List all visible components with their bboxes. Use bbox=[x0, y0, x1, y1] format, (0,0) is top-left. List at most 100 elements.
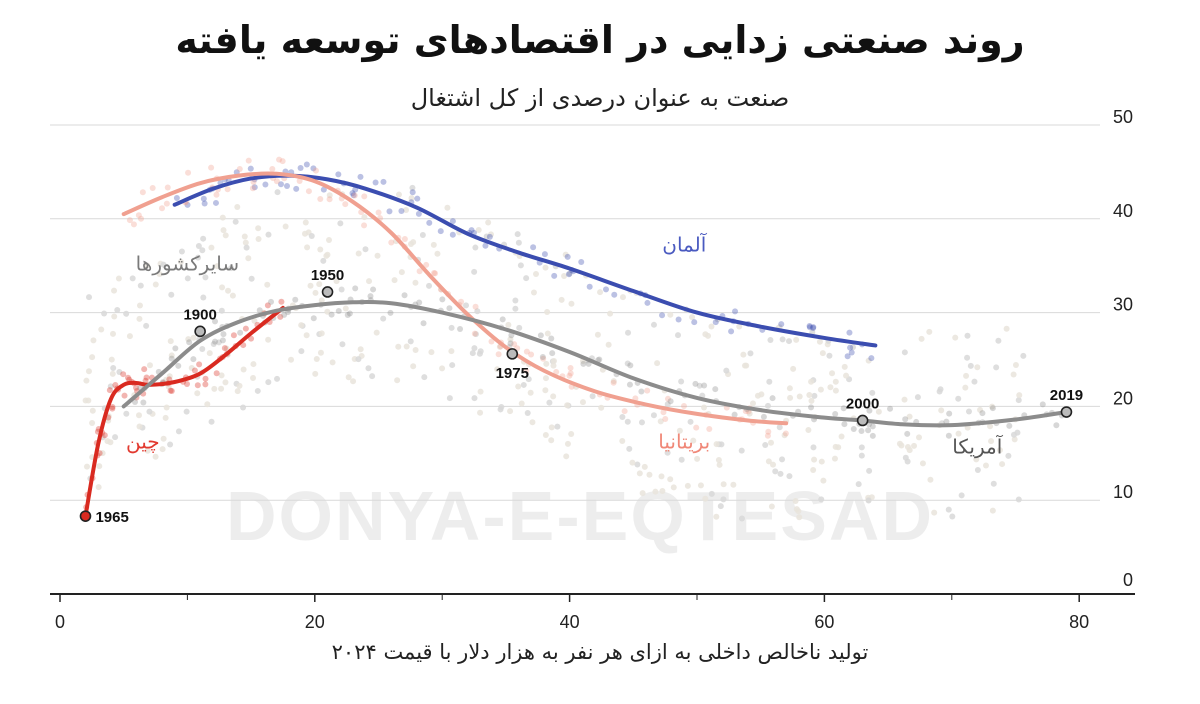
series-point-3 bbox=[841, 421, 848, 428]
background-point bbox=[107, 383, 114, 390]
series-point-0 bbox=[486, 233, 493, 240]
background-point bbox=[659, 487, 666, 494]
background-point bbox=[339, 341, 346, 348]
background-point bbox=[308, 232, 315, 239]
background-point bbox=[741, 362, 748, 369]
series-point-2 bbox=[168, 387, 175, 394]
background-point bbox=[550, 362, 557, 369]
series-point-0 bbox=[691, 319, 698, 326]
series-point-0 bbox=[414, 195, 421, 202]
background-point bbox=[136, 412, 143, 419]
annotation-marker-1975 bbox=[506, 348, 519, 360]
background-point bbox=[329, 359, 336, 366]
background-point bbox=[964, 332, 971, 339]
background-point bbox=[542, 432, 549, 439]
background-point bbox=[448, 348, 455, 355]
background-point bbox=[123, 310, 130, 317]
background-point bbox=[664, 401, 671, 408]
series-point-3 bbox=[627, 362, 634, 369]
series-point-1 bbox=[764, 432, 771, 439]
background-point bbox=[697, 482, 704, 489]
background-point bbox=[786, 385, 793, 392]
series-point-3 bbox=[446, 305, 453, 312]
background-point bbox=[792, 498, 799, 505]
background-point bbox=[188, 364, 195, 371]
background-point bbox=[146, 408, 153, 415]
background-point bbox=[302, 219, 309, 226]
series-label-0: آلمان bbox=[662, 232, 707, 257]
series-point-0 bbox=[611, 291, 618, 298]
background-point bbox=[652, 488, 659, 495]
background-point bbox=[716, 461, 723, 468]
background-point bbox=[634, 461, 641, 468]
background-point bbox=[110, 365, 117, 372]
background-point bbox=[218, 372, 225, 379]
series-point-3 bbox=[808, 404, 815, 411]
background-point bbox=[234, 204, 241, 211]
background-point bbox=[214, 263, 221, 270]
series-point-1 bbox=[138, 215, 145, 222]
background-point bbox=[718, 441, 725, 448]
background-point bbox=[820, 477, 827, 484]
background-point bbox=[548, 437, 555, 444]
series-point-0 bbox=[659, 312, 666, 319]
background-point bbox=[607, 310, 614, 317]
background-point bbox=[906, 447, 913, 454]
background-point bbox=[200, 294, 207, 301]
background-point bbox=[708, 323, 715, 330]
series-point-0 bbox=[847, 344, 854, 351]
background-point bbox=[448, 324, 455, 331]
annotation-label-1965: 1965 bbox=[95, 509, 128, 526]
background-point bbox=[211, 385, 218, 392]
background-point bbox=[312, 370, 319, 377]
background-point bbox=[143, 322, 150, 329]
background-point bbox=[403, 207, 410, 214]
background-point bbox=[105, 417, 112, 424]
background-point bbox=[159, 446, 166, 453]
y-tick-label: 40 bbox=[1113, 201, 1133, 221]
background-point bbox=[544, 309, 551, 316]
background-point bbox=[222, 379, 229, 386]
series-point-2 bbox=[264, 302, 271, 309]
series-point-0 bbox=[728, 328, 735, 335]
annotation-marker-1950 bbox=[321, 286, 334, 298]
background-point bbox=[866, 467, 873, 474]
x-axis-title: تولید ناخالص داخلی به ازای هر نفر به هزا… bbox=[331, 640, 869, 664]
background-point bbox=[204, 401, 211, 408]
series-point-1 bbox=[375, 209, 382, 216]
series-point-0 bbox=[732, 308, 739, 315]
series-point-2 bbox=[142, 377, 149, 384]
background-point bbox=[469, 350, 476, 357]
series-point-1 bbox=[224, 186, 231, 193]
background-point bbox=[747, 350, 754, 357]
background-point bbox=[85, 368, 92, 375]
background-point bbox=[810, 467, 817, 474]
background-point bbox=[723, 367, 730, 374]
annotation-marker-1900 bbox=[194, 325, 206, 338]
background-point bbox=[412, 347, 419, 354]
series-point-1 bbox=[765, 428, 772, 435]
background-point bbox=[568, 300, 575, 307]
series-point-1 bbox=[471, 330, 478, 337]
background-point bbox=[288, 356, 295, 363]
background-point bbox=[160, 261, 167, 268]
background-point bbox=[183, 408, 190, 415]
series-point-3 bbox=[219, 337, 226, 344]
background-point bbox=[995, 337, 1002, 344]
background-point bbox=[144, 262, 151, 269]
background-point bbox=[674, 332, 681, 339]
background-point bbox=[126, 333, 133, 340]
series-point-3 bbox=[186, 339, 193, 346]
series-point-1 bbox=[126, 217, 133, 224]
background-point bbox=[1011, 436, 1018, 443]
background-point bbox=[219, 284, 226, 291]
background-point bbox=[1015, 496, 1022, 503]
series-point-1 bbox=[511, 341, 518, 348]
series-point-1 bbox=[388, 239, 395, 246]
series-point-1 bbox=[401, 235, 408, 242]
background-point bbox=[918, 335, 925, 342]
background-point bbox=[274, 189, 281, 196]
background-point bbox=[977, 406, 984, 413]
background-point bbox=[471, 345, 478, 352]
series-point-0 bbox=[372, 179, 379, 186]
